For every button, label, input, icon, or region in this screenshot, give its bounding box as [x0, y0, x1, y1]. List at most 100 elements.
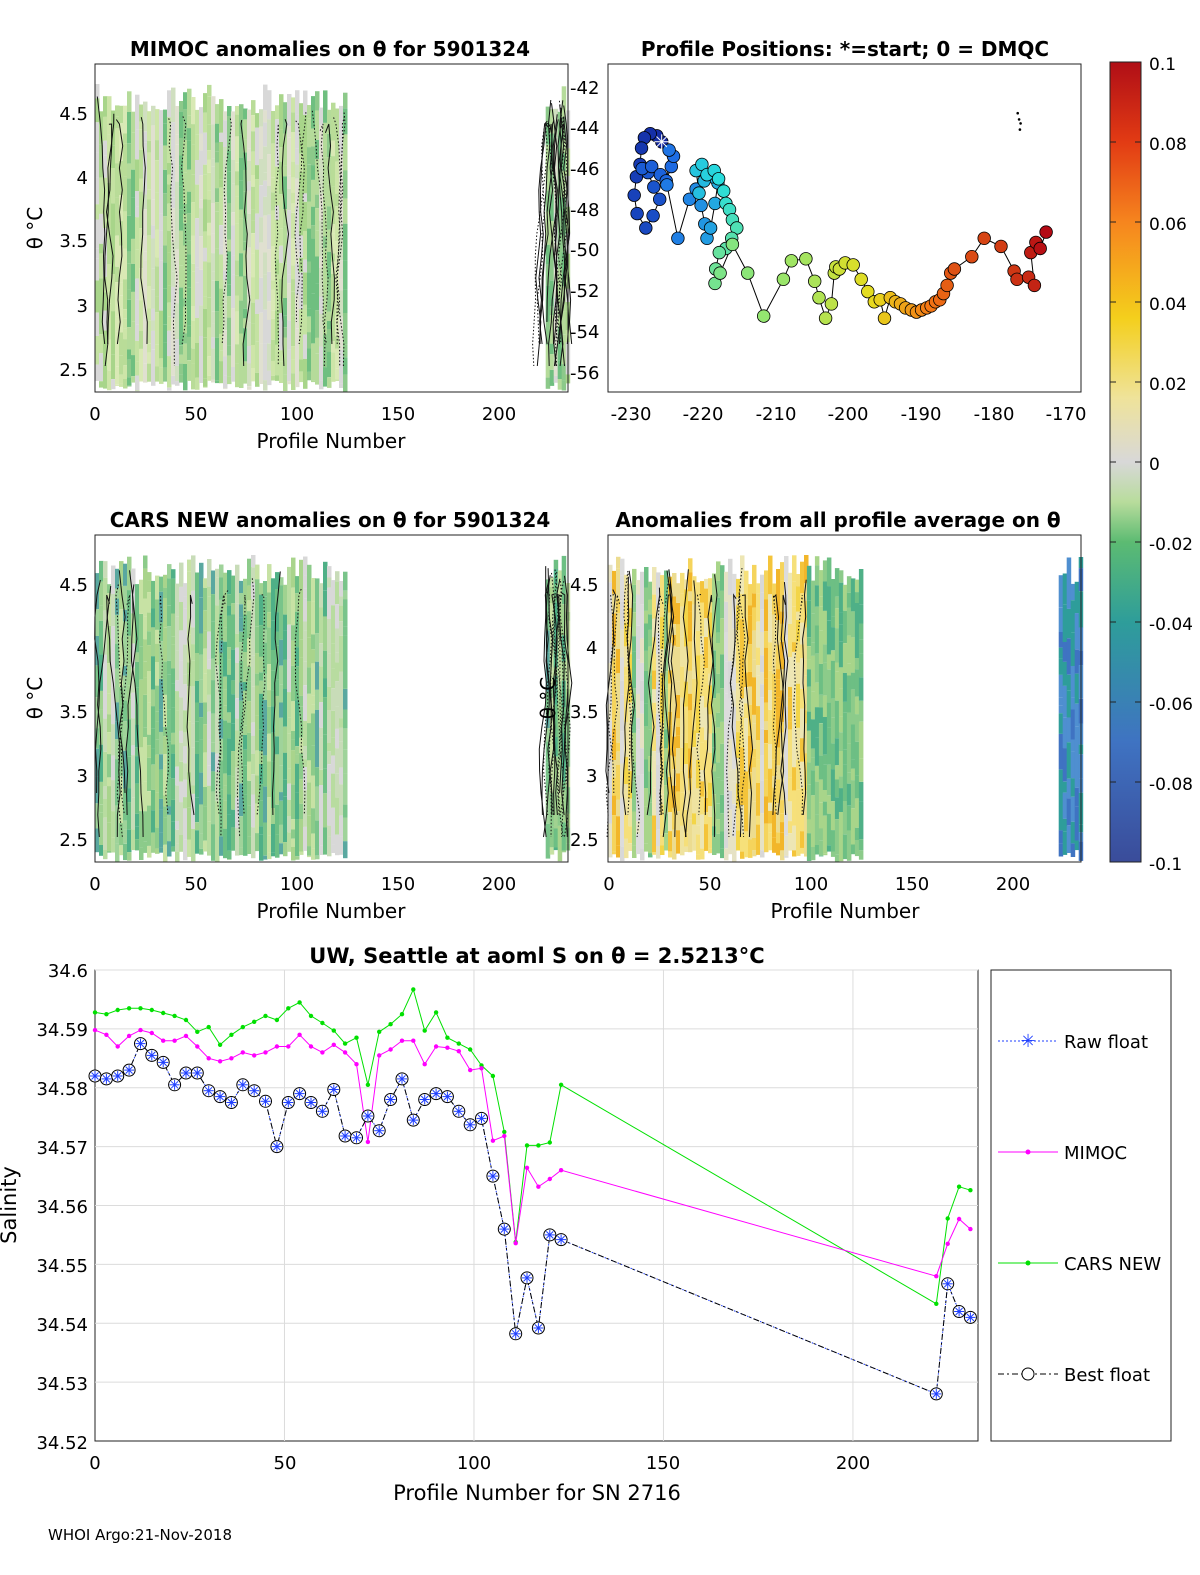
heatmap-cell [676, 603, 681, 625]
heatmap-cell [255, 113, 260, 128]
heatmap-cell [327, 587, 332, 619]
heatmap-cell [335, 259, 340, 285]
heatmap-cell [163, 342, 168, 368]
heatmap-cell [219, 577, 224, 600]
heatmap-cell [720, 618, 725, 655]
point-cars [138, 1006, 143, 1011]
heatmap-cell [291, 161, 296, 178]
heatmap-cell [776, 569, 781, 607]
heatmap-cell [295, 856, 300, 860]
heatmap-cell [111, 626, 116, 653]
heatmap-cell [123, 309, 128, 319]
heatmap-cell [323, 590, 328, 617]
heatmap-cell [251, 323, 256, 345]
heatmap-cell [171, 197, 176, 209]
raw-star-stroke [432, 1089, 440, 1098]
heatmap-cell [247, 558, 252, 586]
heatmap-cell [263, 755, 268, 787]
heatmap-cell [171, 683, 176, 708]
heatmap-cell [243, 749, 248, 766]
heatmap-contour [726, 594, 741, 838]
heatmap-cell [159, 343, 164, 359]
heatmap-cell [295, 611, 300, 648]
heatmap-cell [307, 332, 312, 349]
heatmap-cell [227, 647, 232, 660]
heatmap-cell [223, 375, 228, 389]
heatmap-cell [620, 798, 625, 824]
heatmap-cell [227, 150, 232, 172]
heatmap-cell [776, 733, 781, 748]
heatmap-cell [1070, 778, 1076, 797]
point-mimoc [399, 1038, 405, 1043]
heatmap-cell [155, 366, 160, 382]
heatmap-cell [287, 188, 292, 211]
heatmap-cell [103, 850, 108, 860]
heatmap-cell [708, 700, 713, 715]
heatmap-cell [804, 600, 809, 628]
heatmap-cell [764, 823, 769, 840]
heatmap-cell [724, 848, 729, 861]
heatmap-cell [744, 570, 749, 600]
heatmap-cell [239, 209, 244, 219]
heatmap-cell [772, 705, 777, 722]
raw-star-stroke [443, 1092, 452, 1101]
heatmap-cell [335, 571, 340, 582]
heatmap-cell [139, 747, 144, 784]
heatmap-cell [553, 602, 559, 631]
heatmap-cell [263, 215, 268, 239]
profile-position-marker [645, 159, 659, 174]
heatmap-cell [219, 288, 224, 307]
heatmap-cell [239, 134, 244, 158]
heatmap-cell [191, 144, 196, 175]
point-raw [954, 1306, 965, 1317]
heatmap-cell [135, 375, 140, 391]
heatmap-cell [688, 558, 693, 573]
heatmap-cell [736, 808, 741, 831]
point-raw [260, 1096, 271, 1107]
heatmap-cell [291, 132, 296, 162]
heatmap-cell [1070, 796, 1076, 822]
heatmap-contour [556, 594, 564, 838]
heatmap-cell [135, 756, 140, 784]
heatmap-cell [147, 805, 152, 826]
heatmap-cell [796, 742, 801, 760]
heatmap-cell [279, 577, 284, 586]
heatmap-cell [549, 343, 555, 355]
heatmap-contour [772, 594, 777, 816]
raw-star-stroke [375, 1126, 384, 1135]
heatmap-cell [756, 593, 761, 622]
heatmap-cell [716, 597, 721, 633]
heatmap-cell [115, 282, 120, 317]
heatmap-cell [251, 655, 256, 687]
heatmap-cell [311, 713, 316, 746]
heatmap-cell [704, 772, 709, 798]
pos-ytick-48: -48 [570, 200, 599, 221]
heatmap-cell [834, 628, 840, 663]
point-raw [487, 1171, 498, 1182]
heatmap-cell [652, 637, 657, 671]
heatmap-cell [545, 691, 551, 705]
heatmap-cell [203, 724, 208, 753]
heatmap-cell [131, 643, 136, 668]
heatmap-cell [223, 705, 228, 721]
heatmap-cell [115, 668, 120, 703]
profile-position-marker [818, 311, 833, 325]
heatmap-cell [215, 801, 220, 836]
cars-ytick-3: 3 [77, 766, 88, 787]
heatmap-cell [339, 671, 344, 693]
heatmap-cell [199, 597, 204, 634]
heatmap-cell [231, 614, 236, 650]
heatmap-cell [1058, 674, 1064, 698]
heatmap-cell [167, 174, 172, 185]
heatmap-cell [760, 592, 765, 610]
heatmap-cell [239, 593, 244, 605]
heatmap-cell [327, 184, 332, 207]
heatmap-cell [668, 683, 673, 712]
heatmap-cell [620, 575, 625, 591]
heatmap-cell [764, 570, 769, 600]
heatmap-cell [688, 611, 693, 642]
heatmap-cell [327, 206, 332, 230]
heatmap-cell [167, 230, 172, 253]
heatmap-cell [776, 779, 781, 804]
heatmap-cell [858, 569, 864, 605]
